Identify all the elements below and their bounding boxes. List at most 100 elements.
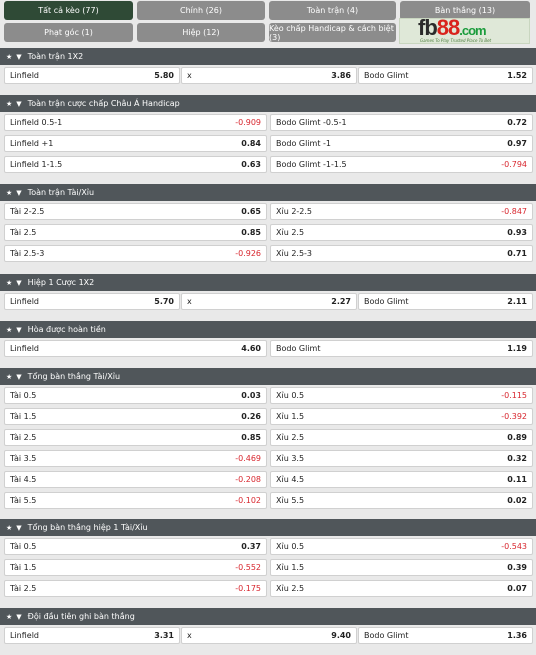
odds-cell[interactable]: Xỉu 2.5 0.93 xyxy=(270,224,533,241)
odds-row: Tài 2.5 0.85 Xỉu 2.5 0.93 xyxy=(0,222,536,243)
odds-cell[interactable]: Tài 4.5 -0.208 xyxy=(4,471,267,488)
market-tabs: Tất cả kèo (77) Chính (26) Toàn trận (4)… xyxy=(0,0,536,44)
odds-cell[interactable]: Xỉu 0.5 -0.543 xyxy=(270,538,533,555)
odds-row: Tài 3.5 -0.469 Xỉu 3.5 0.32 xyxy=(0,448,536,469)
star-icon[interactable]: ★ xyxy=(6,325,13,334)
section-header[interactable]: ★ ▼ Tổng bàn thắng hiệp 1 Tài/Xỉu xyxy=(0,519,536,536)
odds-row: Tài 4.5 -0.208 Xỉu 4.5 0.11 xyxy=(0,469,536,490)
odds-row: Tài 2.5 0.85 Xỉu 2.5 0.89 xyxy=(0,427,536,448)
odds-cell[interactable]: Bodo Glimt 1.52 xyxy=(358,67,533,84)
tab-half[interactable]: Hiệp (12) xyxy=(137,23,265,42)
collapse-icon[interactable]: ▼ xyxy=(16,278,22,287)
odds-cell[interactable]: Xỉu 1.5 0.39 xyxy=(270,559,533,576)
odds-row: Tài 2-2.5 0.65 Xỉu 2-2.5 -0.847 xyxy=(0,201,536,222)
collapse-icon[interactable]: ▼ xyxy=(16,523,22,532)
odds-row: Linfield 1-1.5 0.63 Bodo Glimt -1-1.5 -0.7… xyxy=(0,154,536,175)
odds-cell[interactable]: Linfield 5.80 xyxy=(4,67,180,84)
section-header[interactable]: ★ ▼ Toàn trận 1X2 xyxy=(0,48,536,65)
collapse-icon[interactable]: ▼ xyxy=(16,99,22,108)
tab-all[interactable]: Tất cả kèo (77) xyxy=(4,1,133,20)
star-icon[interactable]: ★ xyxy=(6,372,13,381)
section-header[interactable]: ★ ▼ Tổng bàn thắng Tài/Xỉu xyxy=(0,368,536,385)
star-icon[interactable]: ★ xyxy=(6,188,13,197)
section-draw-no-bet: ★ ▼ Hòa được hoàn tiền Linfield 4.60 Bodo G… xyxy=(0,321,536,359)
odds-cell[interactable]: Xỉu 2-2.5 -0.847 xyxy=(270,203,533,220)
odds-cell[interactable]: Linfield +1 0.84 xyxy=(4,135,267,152)
collapse-icon[interactable]: ▼ xyxy=(16,188,22,197)
odds-cell[interactable]: Tài 0.5 0.03 xyxy=(4,387,267,404)
odds-row: Linfield 0.5-1 -0.909 Bodo Glimt -0.5-1 0.… xyxy=(0,112,536,133)
odds-row: Tài 1.5 -0.552 Xỉu 1.5 0.39 xyxy=(0,557,536,578)
section-header[interactable]: ★ ▼ Hiệp 1 Cược 1X2 xyxy=(0,274,536,291)
odds-cell[interactable]: Xỉu 5.5 0.02 xyxy=(270,492,533,509)
odds-row: Tài 1.5 0.26 Xỉu 1.5 -0.392 xyxy=(0,406,536,427)
odds-cell[interactable]: Tài 2.5 0.85 xyxy=(4,429,267,446)
odds-cell[interactable]: Tài 5.5 -0.102 xyxy=(4,492,267,509)
collapse-icon[interactable]: ▼ xyxy=(16,612,22,621)
section-asian-handicap: ★ ▼ Toàn trận cược chấp Châu Á Handicap Li… xyxy=(0,95,536,175)
odds-row: Linfield 5.80 x 3.86 Bodo Glimt 1.52 xyxy=(0,65,536,86)
section-total-goals: ★ ▼ Tổng bàn thắng Tài/Xỉu Tài 0.5 0.03 Xỉu… xyxy=(0,368,536,511)
section-header[interactable]: ★ ▼ Toàn trận cược chấp Châu Á Handicap xyxy=(0,95,536,112)
odds-cell[interactable]: Xỉu 1.5 -0.392 xyxy=(270,408,533,425)
odds-cell[interactable]: Tài 3.5 -0.469 xyxy=(4,450,267,467)
odds-cell[interactable]: Bodo Glimt 1.36 xyxy=(358,627,533,644)
section-header[interactable]: ★ ▼ Đội đầu tiên ghi bàn thắng xyxy=(0,608,536,625)
section-first-team-to-score: ★ ▼ Đội đầu tiên ghi bàn thắng Linfield 3.3… xyxy=(0,608,536,646)
odds-cell[interactable]: Xỉu 2.5 0.89 xyxy=(270,429,533,446)
odds-cell[interactable]: Tài 2.5 0.85 xyxy=(4,224,267,241)
star-icon[interactable]: ★ xyxy=(6,523,13,532)
odds-cell[interactable]: Linfield 0.5-1 -0.909 xyxy=(4,114,267,131)
star-icon[interactable]: ★ xyxy=(6,612,13,621)
odds-cell[interactable]: x 3.86 xyxy=(181,67,357,84)
section-header[interactable]: ★ ▼ Toàn trận Tài/Xỉu xyxy=(0,184,536,201)
odds-cell[interactable]: Xỉu 3.5 0.32 xyxy=(270,450,533,467)
collapse-icon[interactable]: ▼ xyxy=(16,52,22,61)
odds-cell[interactable]: x 9.40 xyxy=(181,627,357,644)
odds-row: Tài 0.5 0.03 Xỉu 0.5 -0.115 xyxy=(0,385,536,406)
odds-row: Linfield +1 0.84 Bodo Glimt -1 0.97 xyxy=(0,133,536,154)
tab-goals[interactable]: Bàn thắng (13) xyxy=(400,1,530,20)
odds-cell[interactable]: Bodo Glimt -1-1.5 -0.794 xyxy=(270,156,533,173)
collapse-icon[interactable]: ▼ xyxy=(16,372,22,381)
odds-cell[interactable]: Tài 2.5-3 -0.926 xyxy=(4,245,267,262)
collapse-icon[interactable]: ▼ xyxy=(16,325,22,334)
star-icon[interactable]: ★ xyxy=(6,99,13,108)
odds-cell[interactable]: Linfield 1-1.5 0.63 xyxy=(4,156,267,173)
star-icon[interactable]: ★ xyxy=(6,278,13,287)
tab-handicap[interactable]: Kèo chấp Handicap & cách biệt (3) xyxy=(269,23,396,42)
tab-full-match[interactable]: Toàn trận (4) xyxy=(269,1,396,20)
odds-row: Linfield 3.31 x 9.40 Bodo Glimt 1.36 xyxy=(0,625,536,646)
odds-cell[interactable]: Linfield 4.60 xyxy=(4,340,267,357)
odds-cell[interactable]: Bodo Glimt -0.5-1 0.72 xyxy=(270,114,533,131)
odds-cell[interactable]: Bodo Glimt -1 0.97 xyxy=(270,135,533,152)
odds-cell[interactable]: Bodo Glimt 2.11 xyxy=(358,293,533,310)
odds-cell[interactable]: Xỉu 2.5-3 0.71 xyxy=(270,245,533,262)
odds-cell[interactable]: Tài 1.5 0.26 xyxy=(4,408,267,425)
fb88-logo[interactable]: fb88.com Games To Play Trusted Place To … xyxy=(399,15,530,44)
odds-row: Tài 2.5 -0.175 Xỉu 2.5 0.07 xyxy=(0,578,536,599)
odds-row: Tài 0.5 0.37 Xỉu 0.5 -0.543 xyxy=(0,536,536,557)
section-full-match-1x2: ★ ▼ Toàn trận 1X2 Linfield 5.80 x 3.86 Bodo … xyxy=(0,48,536,86)
section-over-under: ★ ▼ Toàn trận Tài/Xỉu Tài 2-2.5 0.65 Xỉu 2-… xyxy=(0,184,536,264)
odds-cell[interactable]: x 2.27 xyxy=(181,293,357,310)
odds-cell[interactable]: Linfield 3.31 xyxy=(4,627,180,644)
odds-cell[interactable]: Bodo Glimt 1.19 xyxy=(270,340,533,357)
odds-cell[interactable]: Tài 1.5 -0.552 xyxy=(4,559,267,576)
odds-cell[interactable]: Xỉu 4.5 0.11 xyxy=(270,471,533,488)
logo-slogan: Games To Play Trusted Place To Bet xyxy=(420,38,492,43)
odds-cell[interactable]: Tài 2.5 -0.175 xyxy=(4,580,267,597)
section-half1-1x2: ★ ▼ Hiệp 1 Cược 1X2 Linfield 5.70 x 2.27 Bod… xyxy=(0,274,536,312)
odds-cell[interactable]: Linfield 5.70 xyxy=(4,293,180,310)
tab-main[interactable]: Chính (26) xyxy=(137,1,265,20)
section-header[interactable]: ★ ▼ Hòa được hoàn tiền xyxy=(0,321,536,338)
odds-cell[interactable]: Tài 2-2.5 0.65 xyxy=(4,203,267,220)
odds-row: Tài 5.5 -0.102 Xỉu 5.5 0.02 xyxy=(0,490,536,511)
tab-corners[interactable]: Phạt góc (1) xyxy=(4,23,133,42)
odds-cell[interactable]: Xỉu 0.5 -0.115 xyxy=(270,387,533,404)
odds-row: Tài 2.5-3 -0.926 Xỉu 2.5-3 0.71 xyxy=(0,243,536,264)
odds-cell[interactable]: Xỉu 2.5 0.07 xyxy=(270,580,533,597)
odds-cell[interactable]: Tài 0.5 0.37 xyxy=(4,538,267,555)
odds-row: Linfield 5.70 x 2.27 Bodo Glimt 2.11 xyxy=(0,291,536,312)
star-icon[interactable]: ★ xyxy=(6,52,13,61)
